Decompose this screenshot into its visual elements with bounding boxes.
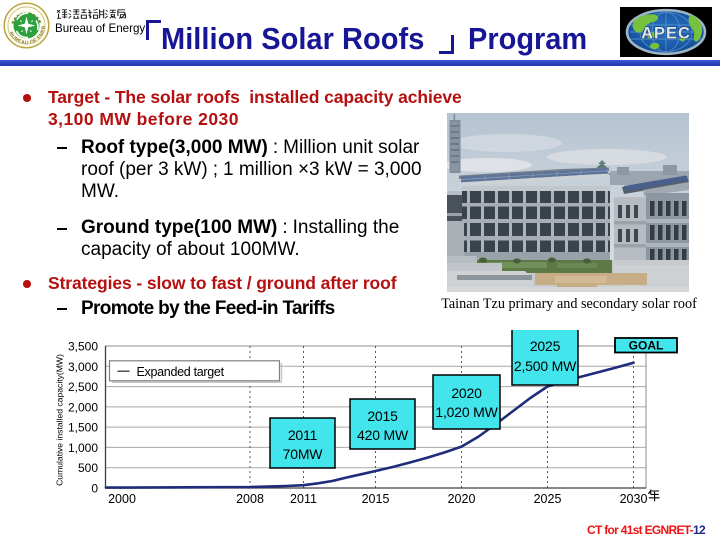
svg-text:420 MW: 420 MW [357,427,409,443]
svg-text:2030: 2030 [620,492,648,506]
svg-text:1,020 MW: 1,020 MW [435,404,498,420]
svg-text:2000: 2000 [108,492,136,506]
svg-text:2025: 2025 [534,492,562,506]
svg-text:2,500 MW: 2,500 MW [514,358,577,374]
svg-text:70MW: 70MW [283,446,324,462]
svg-text:2011: 2011 [288,427,318,443]
svg-text:1,500: 1,500 [68,421,98,435]
svg-text:2025: 2025 [530,338,561,354]
svg-text:Cumulative installed capacity(: Cumulative installed capacity(MW) [55,354,65,486]
svg-text:3,500: 3,500 [68,340,98,354]
svg-text:GOAL: GOAL [629,339,664,353]
svg-text:2011: 2011 [290,492,317,506]
svg-text:2020: 2020 [448,492,476,506]
svg-text:2,000: 2,000 [68,400,98,414]
svg-text:2,500: 2,500 [68,380,98,394]
svg-text:Expanded target: Expanded target [137,365,225,379]
svg-text:500: 500 [78,461,98,475]
svg-text:2015: 2015 [362,492,390,506]
svg-text:1,000: 1,000 [68,441,98,455]
svg-text:2008: 2008 [236,492,264,506]
svg-text:0: 0 [91,482,98,496]
svg-text:2020: 2020 [451,385,482,401]
svg-text:3,000: 3,000 [68,360,98,374]
svg-text:2015: 2015 [367,408,398,424]
svg-text:APEC: APEC [641,25,691,43]
